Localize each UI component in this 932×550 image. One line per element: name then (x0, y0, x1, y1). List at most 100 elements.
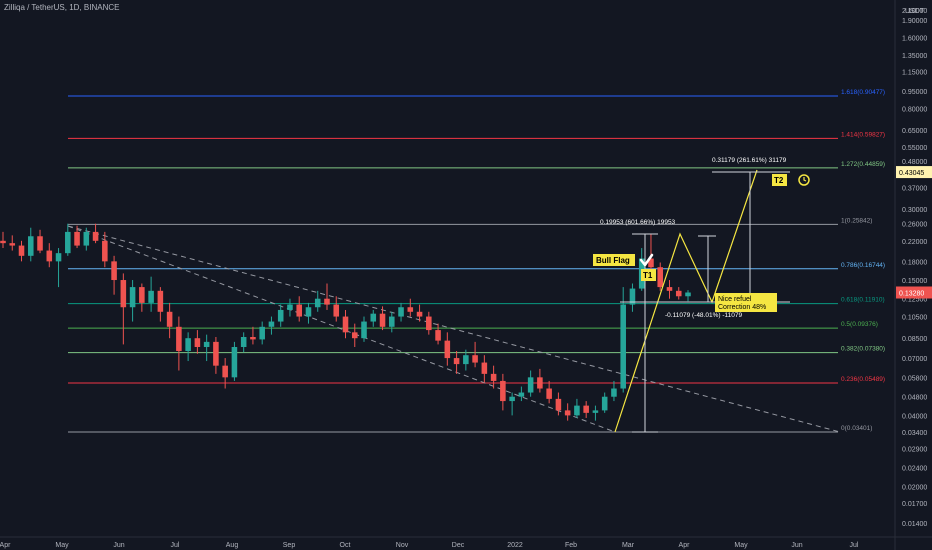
exchange-label: BINANCE (83, 3, 120, 12)
candle-body (666, 287, 673, 291)
time-tick-label: May (734, 542, 748, 549)
fib-level-label: 1.272(0.44859) (841, 161, 885, 168)
candle-body (583, 405, 589, 413)
candle-body (361, 321, 367, 339)
candle (74, 225, 80, 249)
candle (324, 283, 330, 310)
price-tick-label: 0.30000 (902, 207, 927, 214)
candle (370, 309, 377, 327)
refuel-line2: Correction 48% (718, 304, 766, 311)
t2-badge[interactable] (772, 174, 787, 186)
candle (194, 330, 201, 354)
time-axis[interactable]: Apr May Jun Jul Aug Sep Oct Nov Dec 2022 Feb Mar Apr… (0, 542, 859, 549)
price-tick-label: 0.65000 (902, 128, 927, 135)
time-tick-label: Jul (850, 542, 859, 549)
candle (18, 240, 25, 262)
candle-body (83, 231, 90, 246)
candle (435, 323, 441, 345)
price-tick-label: 0.12500 (902, 297, 927, 304)
refuel-line1: Nice refuel (718, 296, 752, 303)
candle-body (111, 261, 117, 281)
candle-body (453, 358, 460, 365)
candle (500, 373, 506, 411)
candle-body (592, 410, 599, 413)
candle-body (648, 258, 654, 268)
annotations[interactable]: 0.19953 (601.66%) 19953 -0.11079 (-48.01%… (593, 157, 810, 433)
candle-body (620, 304, 626, 389)
price-tick-label: 0.10500 (902, 315, 927, 322)
candle-body (629, 288, 636, 305)
candle-body (490, 373, 497, 381)
price-tick-label: 0.55000 (902, 145, 927, 152)
candle (657, 262, 664, 291)
price-tick-label: 0.15000 (902, 278, 927, 285)
candle-body (55, 253, 62, 262)
candle-body (250, 336, 256, 340)
candle-body (472, 355, 478, 363)
price-tick-label: 0.08500 (902, 336, 927, 343)
current-price-label: 0.13280 (899, 291, 924, 298)
fib-level-label: 1.618(0.90477) (841, 89, 885, 96)
downtrend-line-upper[interactable] (67, 225, 841, 433)
candle (527, 370, 534, 397)
bull-flag-badge[interactable] (593, 254, 635, 266)
candle-body (416, 311, 423, 317)
candle-body (342, 316, 349, 333)
trend-lines[interactable] (67, 225, 841, 433)
candle-body (129, 287, 136, 308)
price-tick-label: 0.22000 (902, 239, 927, 246)
candle-body (407, 307, 414, 312)
candle-body (65, 231, 71, 254)
candle-body (500, 380, 506, 402)
candle (675, 287, 682, 300)
clock-icon-hands (803, 177, 807, 182)
price-tick-label: 0.02000 (902, 484, 927, 491)
candle-body (546, 388, 552, 399)
candle-body (351, 332, 358, 339)
fib-extension[interactable]: 1.618(0.90477) 1.414(0.59827) 1.272(0.4485… (68, 89, 885, 433)
candle (111, 255, 117, 295)
candle-body (324, 298, 330, 305)
candle-body (166, 311, 173, 327)
price-tick-label: 0.37000 (902, 186, 927, 193)
candle (583, 401, 589, 418)
candle-body (379, 313, 386, 327)
candle-body (601, 396, 608, 411)
candle (55, 248, 62, 288)
candle-body (157, 290, 164, 312)
price-tick-label: 0.04000 (902, 413, 927, 420)
candle-body (675, 290, 682, 297)
candle (148, 276, 154, 312)
downtrend-line-lower[interactable] (67, 225, 616, 433)
candle (314, 290, 321, 312)
candle-body (74, 231, 80, 246)
candle-series (0, 223, 691, 421)
projection-path[interactable] (614, 169, 758, 433)
candle (9, 235, 16, 251)
candle (102, 231, 108, 268)
time-tick-label: Dec (452, 542, 465, 549)
candle (129, 280, 136, 322)
candle (185, 332, 191, 362)
candle (250, 326, 256, 345)
candle-body (435, 330, 441, 341)
candle-body (185, 338, 191, 352)
fib-level-label: 1.414(0.59827) (841, 131, 885, 138)
price-tick-label: 0.18000 (902, 259, 927, 266)
candle-body (0, 240, 6, 244)
t1-badge[interactable] (641, 269, 656, 281)
candle (287, 298, 293, 317)
interval-label: 1D (69, 3, 80, 12)
candle-body (685, 292, 691, 297)
fib-level-label: 1(0.25842) (841, 217, 872, 224)
candle-body (370, 313, 377, 322)
fib-level-label: 0.786(0.16744) (841, 262, 885, 269)
refuel-callout[interactable] (715, 293, 777, 312)
price-tags: 0.13280 0.43045 (896, 166, 932, 299)
candle-body (102, 240, 108, 262)
candle-body (564, 410, 571, 416)
level-price-label: 0.43045 (899, 170, 924, 177)
price-axis[interactable]: 2.10000 1.90000 1.60000 1.35000 1.15000 0.950… (902, 8, 927, 528)
candle (240, 332, 247, 353)
